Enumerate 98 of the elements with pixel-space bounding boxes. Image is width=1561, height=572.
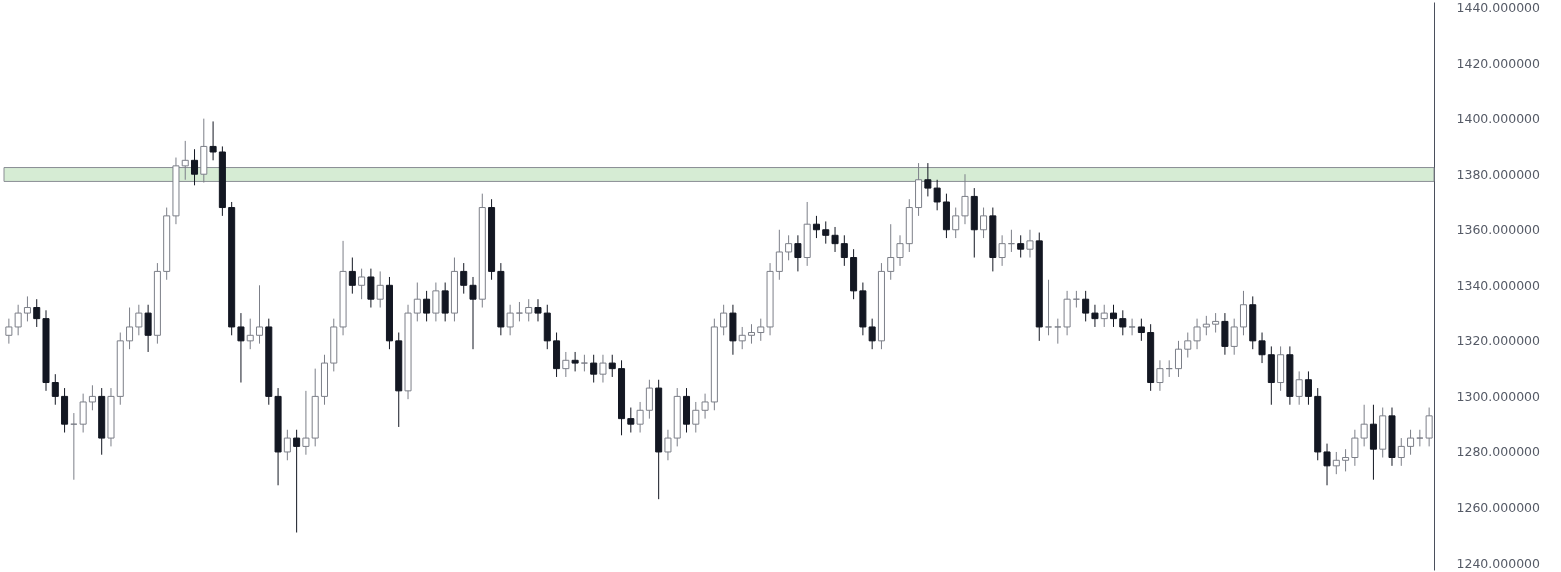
candlestick xyxy=(692,401,700,434)
candlestick xyxy=(757,318,765,342)
candlestick xyxy=(822,220,830,245)
candlestick xyxy=(794,234,802,272)
candlestick xyxy=(701,393,709,420)
candlestick xyxy=(1119,309,1127,336)
candlestick xyxy=(1230,318,1238,356)
candlestick xyxy=(1045,279,1053,336)
candlestick xyxy=(747,323,756,345)
candlestick xyxy=(191,148,199,186)
candlestick xyxy=(1295,370,1303,406)
candlestick xyxy=(998,234,1006,267)
candlestick xyxy=(775,229,783,281)
candlestick xyxy=(961,173,969,225)
candlestick xyxy=(33,298,41,328)
candlestick xyxy=(1128,318,1136,336)
candlestick xyxy=(1082,290,1090,322)
candlestick xyxy=(1137,318,1145,342)
candlestick xyxy=(413,282,421,322)
candlestick xyxy=(571,351,579,372)
candlestick xyxy=(720,304,728,336)
candlestick xyxy=(441,282,449,322)
candlestick xyxy=(627,407,635,434)
candlestick xyxy=(887,223,895,281)
candlestick xyxy=(246,318,254,350)
candlestick xyxy=(1212,312,1220,334)
candlestick xyxy=(608,354,616,378)
candlestick xyxy=(1156,359,1164,392)
candlestick xyxy=(590,354,598,384)
candlestick xyxy=(1193,318,1201,350)
candlestick xyxy=(209,120,217,161)
candlestick xyxy=(1100,304,1108,328)
candlestick xyxy=(1054,318,1062,345)
candlestick xyxy=(599,354,607,384)
candlestick xyxy=(738,326,746,350)
candlestick xyxy=(785,234,793,261)
candlestick xyxy=(23,295,31,322)
candlestick xyxy=(1184,332,1192,359)
candlestick xyxy=(88,384,96,411)
y-tick-label: 1280.000000 xyxy=(1456,444,1541,460)
y-tick-label: 1420.000000 xyxy=(1456,55,1541,71)
candlestick xyxy=(135,304,143,336)
candlestick xyxy=(1174,340,1183,378)
y-tick-label: 1260.000000 xyxy=(1456,500,1541,516)
candlestick xyxy=(1026,229,1034,259)
candlestick xyxy=(432,282,440,322)
candlestick xyxy=(831,226,839,253)
candlestick xyxy=(423,290,431,322)
candlestick xyxy=(952,207,960,239)
candlestick xyxy=(562,351,570,378)
candlestick xyxy=(51,373,59,406)
candlestick xyxy=(980,207,988,239)
y-tick-label: 1380.000000 xyxy=(1456,166,1541,182)
candlestick xyxy=(144,304,152,353)
candlestick xyxy=(302,390,310,456)
candlestick xyxy=(525,298,533,322)
candlestick xyxy=(367,268,375,309)
candlestick xyxy=(534,298,542,322)
candlestick xyxy=(1332,451,1340,475)
candlestick xyxy=(358,268,366,300)
candlestick xyxy=(237,312,245,384)
candlestick xyxy=(293,429,301,533)
candlestick xyxy=(376,270,384,309)
candlestick xyxy=(255,284,264,345)
candlestick xyxy=(812,215,820,239)
candlestick xyxy=(1407,429,1415,456)
candlestick xyxy=(1258,332,1266,364)
candlestick xyxy=(1202,315,1210,336)
y-tick-label: 1360.000000 xyxy=(1456,222,1541,238)
candlestick xyxy=(460,262,468,295)
candlestick xyxy=(896,234,904,267)
candlestick xyxy=(1323,443,1331,486)
candlestick xyxy=(840,234,848,267)
candlestick xyxy=(1239,290,1247,336)
y-tick-label: 1300.000000 xyxy=(1456,388,1541,404)
candlestick xyxy=(1110,304,1118,328)
y-tick-label: 1240.000000 xyxy=(1456,555,1541,571)
candlestick xyxy=(181,140,189,181)
candlestick xyxy=(664,429,672,461)
candlestick xyxy=(283,429,291,461)
candlestick xyxy=(1091,304,1099,328)
candlestick xyxy=(348,257,356,295)
y-tick-label: 1400.000000 xyxy=(1456,111,1541,127)
y-tick-label: 1440.000000 xyxy=(1456,0,1541,16)
candlestick xyxy=(1425,407,1433,447)
candlestick xyxy=(645,379,653,420)
candlestick xyxy=(79,393,87,434)
candlestick xyxy=(1304,370,1312,406)
candlestick xyxy=(636,401,644,434)
candlestick xyxy=(1342,448,1350,472)
candlestick xyxy=(506,304,514,336)
candlestick xyxy=(515,301,523,322)
y-tick-label: 1320.000000 xyxy=(1456,333,1541,349)
candlestick xyxy=(1397,437,1405,467)
candlestick xyxy=(1017,234,1025,259)
y-tick-label: 1340.000000 xyxy=(1456,277,1541,293)
candlestick xyxy=(126,307,134,350)
candlestick xyxy=(469,276,477,350)
